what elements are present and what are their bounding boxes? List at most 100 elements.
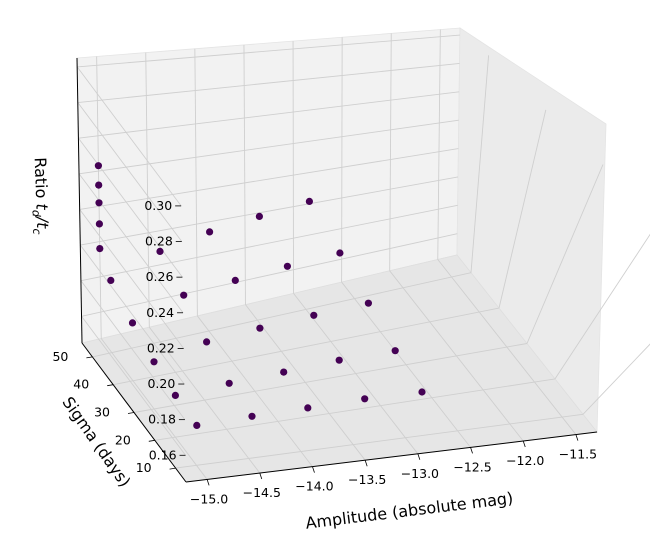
z-axis-label-slash: /t [33,214,52,229]
grid-line-z [81,233,458,317]
data-point [305,197,313,205]
ticks: −15.0 −14.5 −14.0 −13.5 −13.0 −12.5 −12.0 −11.5… [52,198,597,507]
data-point [193,421,201,429]
grid-line-y [582,343,650,415]
data-point [180,291,188,299]
z-tick-label: 0.30 [144,198,172,213]
data-point [255,212,263,220]
data-point [364,299,372,307]
grid-line-z [80,176,459,246]
grid-line-y [526,164,604,344]
z-tick-label: 0.20 [147,376,175,391]
x-tick-mark [470,447,473,454]
z-axis-line [76,57,83,344]
z-tick-label: 0.24 [146,305,174,320]
x-tick-mark [364,460,368,467]
y-tick-mark [148,439,155,442]
data-point [335,356,343,364]
data-point [225,379,233,387]
grid-lines [76,29,650,480]
x-tick-mark [206,479,210,486]
grid-line-y [92,272,472,358]
z-tick-label: 0.26 [146,269,174,284]
x-tick-label: −13.0 [401,466,439,481]
y-tick-mark [107,384,114,387]
data-point [256,324,264,332]
z-tick-label: 0.16 [149,447,177,462]
data-point [96,245,104,253]
grid-line-y [133,343,528,413]
data-point [95,220,103,228]
y-tick-mark [169,467,176,470]
x-tick-mark [522,440,526,448]
x-tick-mark [259,472,263,480]
grid-line-z [78,173,184,314]
grid-line-x [389,33,392,271]
grid-line-z [78,91,460,139]
grid-line-z [77,34,460,68]
grid-line-z [79,244,185,385]
y-tick-label: 30 [94,405,110,420]
z-axis-label-sub-d: d [29,210,42,218]
x-tick-mark [417,453,421,460]
data-point [128,319,137,327]
grid-line-y [175,413,584,469]
grid-line-x [341,37,343,283]
grid-line-y [554,233,650,380]
grid-line-x [194,48,198,316]
z-axis-label-t1: t [32,203,51,211]
grid-line-z [77,102,183,242]
data-point [206,228,214,236]
data-point [304,404,312,412]
x-axis-label: Amplitude (absolute mag) [304,488,514,532]
grid-line-x [145,52,150,328]
data-point [391,347,399,355]
data-point [107,276,115,284]
grid-line-y [154,378,556,441]
grid-line-z [80,280,186,420]
grid-line-z [81,316,186,456]
data-point [95,199,103,207]
y-tick-label: 50 [52,349,68,364]
data-point [150,358,158,366]
z-axis-label-main: Ratio [31,157,52,204]
y-tick-label: 40 [73,377,89,392]
data-point [94,162,102,170]
grid-line-x [437,29,441,260]
z-tick-label: 0.22 [147,340,175,355]
z-axis-label-sub-c: c [30,228,43,235]
data-point [280,368,288,376]
data-point [361,395,369,403]
x-tick-label: −11.5 [559,447,597,462]
grid-line-z [80,204,458,282]
x-tick-label: −12.5 [453,459,491,474]
x-tick-label: −15.0 [190,491,228,506]
x-tick-mark [575,434,579,441]
x-tick-label: −12.0 [506,453,544,468]
data-point [310,311,318,319]
data-point [95,181,103,189]
y-tick-mark [127,412,135,414]
data-point [231,276,239,284]
grid-line-z [77,63,460,103]
data-point [171,391,179,399]
data-points [94,162,426,429]
z-tick-label: 0.28 [145,234,173,249]
z-tick-label: 0.18 [148,412,176,427]
grid-line-z [78,119,459,175]
z-axis-label: Ratio td/tc [28,157,53,235]
x-tick-label: −14.5 [243,485,281,500]
data-point [283,262,291,270]
grid-line-z [76,66,182,207]
y-tick-label: 10 [136,460,152,475]
grid-line-y [498,109,547,309]
y-tick-mark [86,356,93,359]
grid-line-z [79,148,459,210]
x-tick-label: −14.0 [295,479,333,494]
grid-line-x [96,56,102,339]
data-point [248,412,256,420]
grid-line-z [78,137,183,278]
data-point [336,249,344,257]
